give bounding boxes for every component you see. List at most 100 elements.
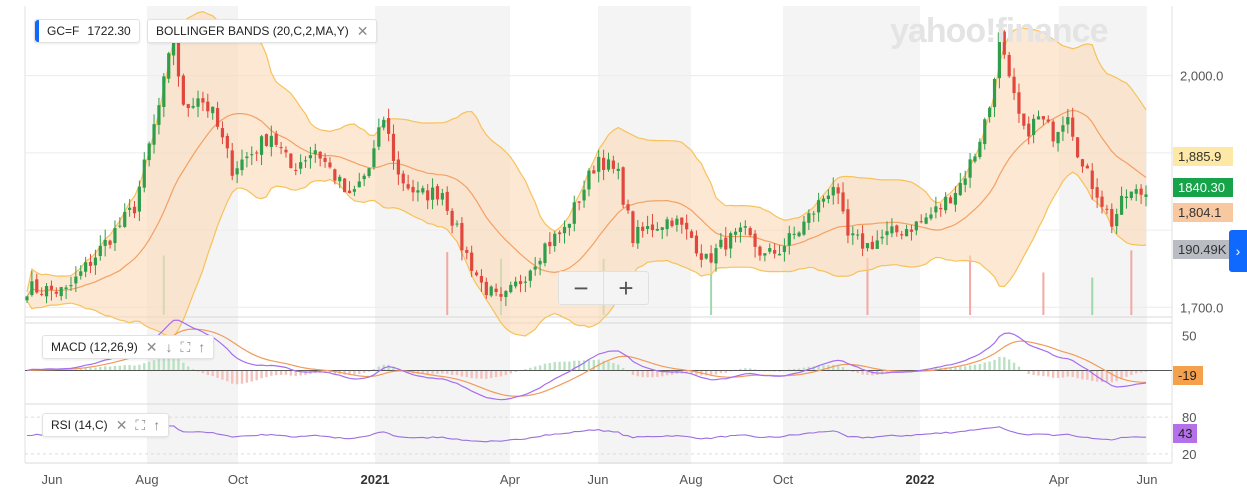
macd-histogram-bar	[538, 365, 542, 371]
candle-body	[230, 150, 234, 176]
candle-body	[685, 222, 689, 230]
candle-body	[426, 190, 430, 201]
macd-histogram-bar	[778, 370, 781, 372]
candle-body	[992, 78, 997, 108]
macd-label: MACD (12,26,9)	[51, 340, 138, 354]
candle-body	[343, 178, 347, 193]
candle-body	[74, 276, 78, 284]
macd-histogram-bar	[1061, 370, 1065, 378]
candle-body	[1144, 194, 1148, 197]
macd-histogram-bar	[89, 367, 92, 371]
candle-body	[983, 119, 987, 145]
candle-body	[997, 32, 1002, 79]
candle-body	[733, 231, 738, 235]
candle-body	[689, 231, 694, 238]
candle-body	[914, 221, 918, 231]
candle-body	[665, 219, 669, 230]
macd-histogram-bar	[431, 370, 434, 374]
volume-bar	[710, 253, 713, 315]
zoom-in-button[interactable]: +	[603, 272, 648, 304]
macd-histogram-bar	[177, 358, 180, 371]
macd-histogram-bar	[866, 370, 869, 375]
macd-histogram-bar	[748, 368, 752, 371]
close-icon[interactable]: ✕	[115, 417, 128, 433]
candle-body	[196, 98, 200, 107]
candle-body	[509, 284, 513, 293]
expand-icon[interactable]: ⛶	[180, 339, 191, 355]
macd-histogram-bar	[397, 368, 400, 371]
macd-histogram-bar	[358, 370, 361, 374]
candle-body	[504, 291, 508, 297]
macd-histogram-bar	[993, 359, 996, 371]
macd-histogram-bar	[587, 359, 591, 371]
close-icon[interactable]: ✕	[356, 23, 369, 39]
macd-histogram-bar	[1115, 370, 1118, 382]
zoom-out-button[interactable]: −	[573, 272, 589, 303]
macd-histogram-bar	[665, 370, 669, 376]
candle-body	[870, 241, 874, 250]
candle-body	[611, 160, 615, 169]
macd-histogram-bar	[289, 370, 293, 376]
macd-value-badge: -19	[1173, 366, 1203, 385]
macd-histogram-bar	[773, 370, 776, 372]
macd-histogram-bar	[1110, 370, 1113, 383]
candle-body	[587, 170, 591, 190]
macd-histogram-bar	[1144, 370, 1148, 372]
expand-panel-button[interactable]: ›	[1229, 230, 1247, 272]
candle-body	[128, 207, 132, 210]
macd-histogram-bar	[651, 370, 654, 378]
move-down-icon[interactable]: ↓	[165, 339, 173, 355]
candle-body	[44, 286, 49, 297]
macd-histogram-bar	[1066, 370, 1070, 377]
macd-histogram-bar	[392, 366, 395, 371]
macd-histogram-bar	[367, 370, 371, 372]
macd-histogram-bar	[304, 370, 307, 375]
macd-histogram-bar	[841, 367, 845, 371]
candle-body	[650, 224, 655, 231]
symbol-chip[interactable]: GC=F 1722.30	[34, 19, 140, 43]
macd-histogram-bar	[499, 370, 503, 377]
rsi-chip[interactable]: RSI (14,C) ✕ ⛶ ↑	[42, 413, 170, 437]
expand-icon[interactable]: ⛶	[135, 417, 146, 433]
candle-body	[84, 262, 88, 272]
price-badge: 190.49K	[1173, 240, 1233, 259]
macd-histogram-bar	[362, 370, 366, 373]
macd-histogram-bar	[426, 370, 429, 375]
candle-body	[743, 226, 747, 228]
macd-chip[interactable]: MACD (12,26,9) ✕ ↓ ⛶ ↑	[42, 335, 215, 359]
macd-histogram-bar	[1091, 370, 1094, 381]
candle-body	[606, 159, 611, 170]
macd-histogram-bar	[880, 370, 884, 375]
candle-body	[274, 133, 278, 145]
candle-body	[79, 271, 83, 276]
macd-histogram-bar	[890, 370, 894, 373]
candle-body	[323, 157, 327, 162]
macd-histogram-bar	[328, 370, 332, 374]
candle-body	[40, 293, 44, 295]
macd-histogram-bar	[661, 370, 664, 377]
candle-body	[802, 221, 806, 235]
candle-body	[69, 285, 73, 287]
volume-bar	[1130, 250, 1133, 315]
candle-body	[875, 240, 879, 249]
move-up-icon[interactable]: ↑	[153, 417, 161, 433]
macd-histogram-bar	[792, 368, 796, 371]
close-icon[interactable]: ✕	[145, 339, 158, 355]
candle-body	[49, 285, 54, 290]
x-tick-label: Oct	[228, 472, 249, 487]
candle-body	[1061, 125, 1065, 132]
macd-histogram-bar	[1037, 370, 1040, 376]
signal-line	[26, 328, 1147, 397]
bollinger-chip[interactable]: BOLLINGER BANDS (20,C,2,MA,Y) ✕	[147, 19, 378, 43]
candle-body	[582, 189, 586, 201]
candle-body	[758, 246, 762, 256]
candle-body	[176, 40, 181, 77]
candle-body	[1017, 92, 1021, 114]
candle-body	[211, 106, 215, 114]
macd-histogram-bar	[226, 370, 229, 382]
macd-histogram-bar	[1007, 359, 1011, 371]
move-up-icon[interactable]: ↑	[198, 339, 206, 355]
candle-body	[562, 226, 567, 234]
candle-body	[103, 239, 107, 246]
